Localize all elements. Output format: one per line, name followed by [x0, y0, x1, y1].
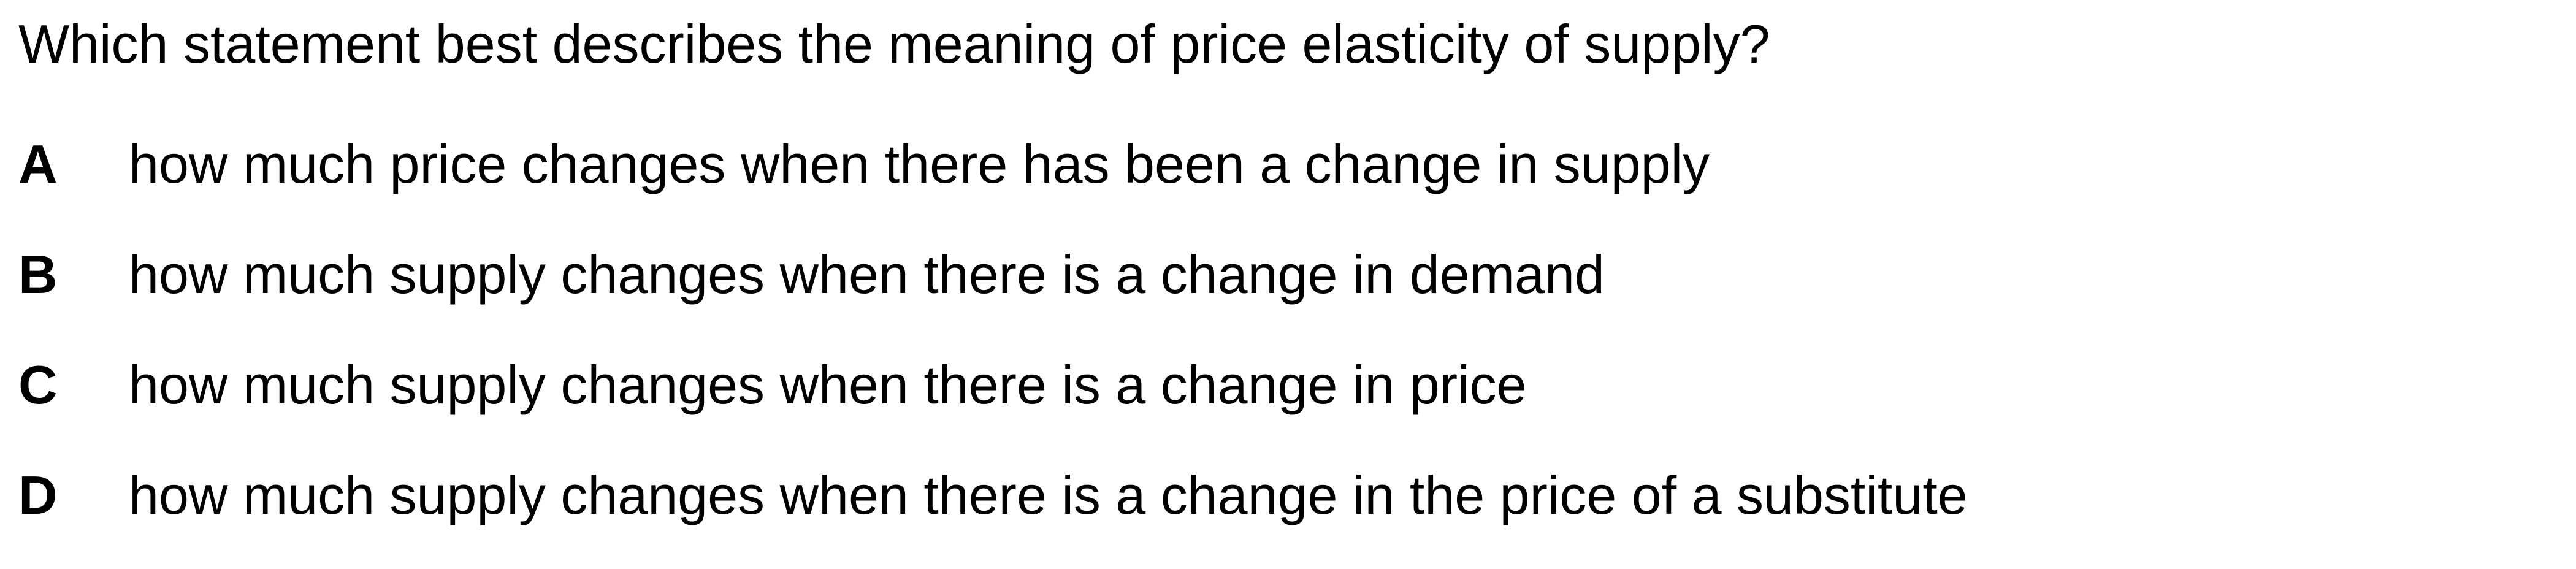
option-letter: C — [18, 354, 58, 415]
option-text: how much supply changes when there is a … — [129, 354, 1527, 415]
option-b: B how much supply changes when there is … — [18, 238, 1968, 348]
option-letter: D — [18, 465, 58, 525]
option-text: how much supply changes when there is a … — [129, 465, 1968, 525]
option-c: C how much supply changes when there is … — [18, 348, 1968, 459]
answer-options: A how much price changes when there has … — [18, 128, 1968, 569]
option-text: how much price changes when there has be… — [129, 134, 1710, 194]
option-d: D how much supply changes when there is … — [18, 459, 1968, 569]
option-letter: B — [18, 244, 58, 305]
question-text: Which statement best describes the meani… — [18, 13, 1770, 74]
option-text: how much supply changes when there is a … — [129, 244, 1605, 305]
option-a: A how much price changes when there has … — [18, 128, 1968, 238]
option-letter: A — [18, 134, 58, 194]
